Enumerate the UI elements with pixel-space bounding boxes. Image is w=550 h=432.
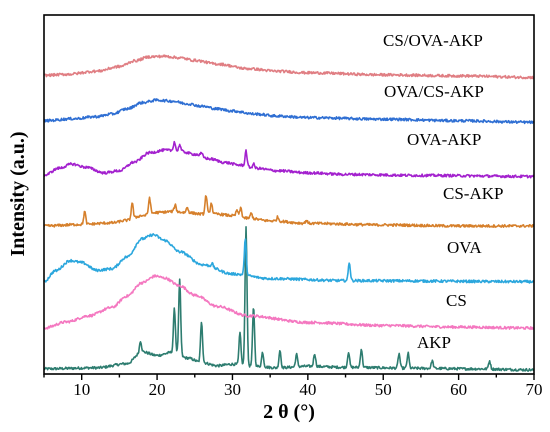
series-label-cs-akp: CS-AKP — [443, 184, 503, 203]
plot-frame — [43, 14, 535, 375]
x-tick-label-60: 60 — [450, 380, 467, 399]
curve-akp — [43, 226, 535, 372]
x-axis-title: 2 θ (°) — [263, 401, 315, 423]
curve-cs-akp — [43, 195, 535, 229]
series-label-ova-cs-akp: OVA/CS-AKP — [384, 82, 484, 101]
x-axis-ticks — [43, 374, 535, 380]
x-axis-tick-labels: 10 20 30 40 50 60 70 — [73, 380, 542, 399]
curve-ova-akp — [43, 140, 535, 179]
series-label-cs: CS — [446, 291, 467, 310]
x-tick-label-40: 40 — [299, 380, 316, 399]
series-labels-group: AKP CS OVA CS-AKP OVA-AKP OVA/CS-AKP CS/OVA-AK… — [383, 31, 503, 352]
series-label-cs-ova-akp: CS/OVA-AKP — [383, 31, 483, 50]
x-tick-label-20: 20 — [149, 380, 166, 399]
series-label-akp: AKP — [417, 333, 451, 352]
curves-group — [43, 54, 535, 372]
series-label-ova-akp: OVA-AKP — [407, 130, 481, 149]
curve-cs-ova-akp — [43, 54, 535, 80]
y-axis-title: Intensity (a.u.) — [7, 131, 29, 256]
x-tick-label-10: 10 — [73, 380, 90, 399]
curve-ova-cs-akp — [43, 98, 535, 125]
curve-ova — [43, 233, 535, 284]
x-tick-label-70: 70 — [526, 380, 543, 399]
x-tick-label-50: 50 — [375, 380, 392, 399]
series-label-ova: OVA — [447, 238, 482, 257]
x-tick-label-30: 30 — [224, 380, 241, 399]
curve-cs — [43, 274, 535, 331]
